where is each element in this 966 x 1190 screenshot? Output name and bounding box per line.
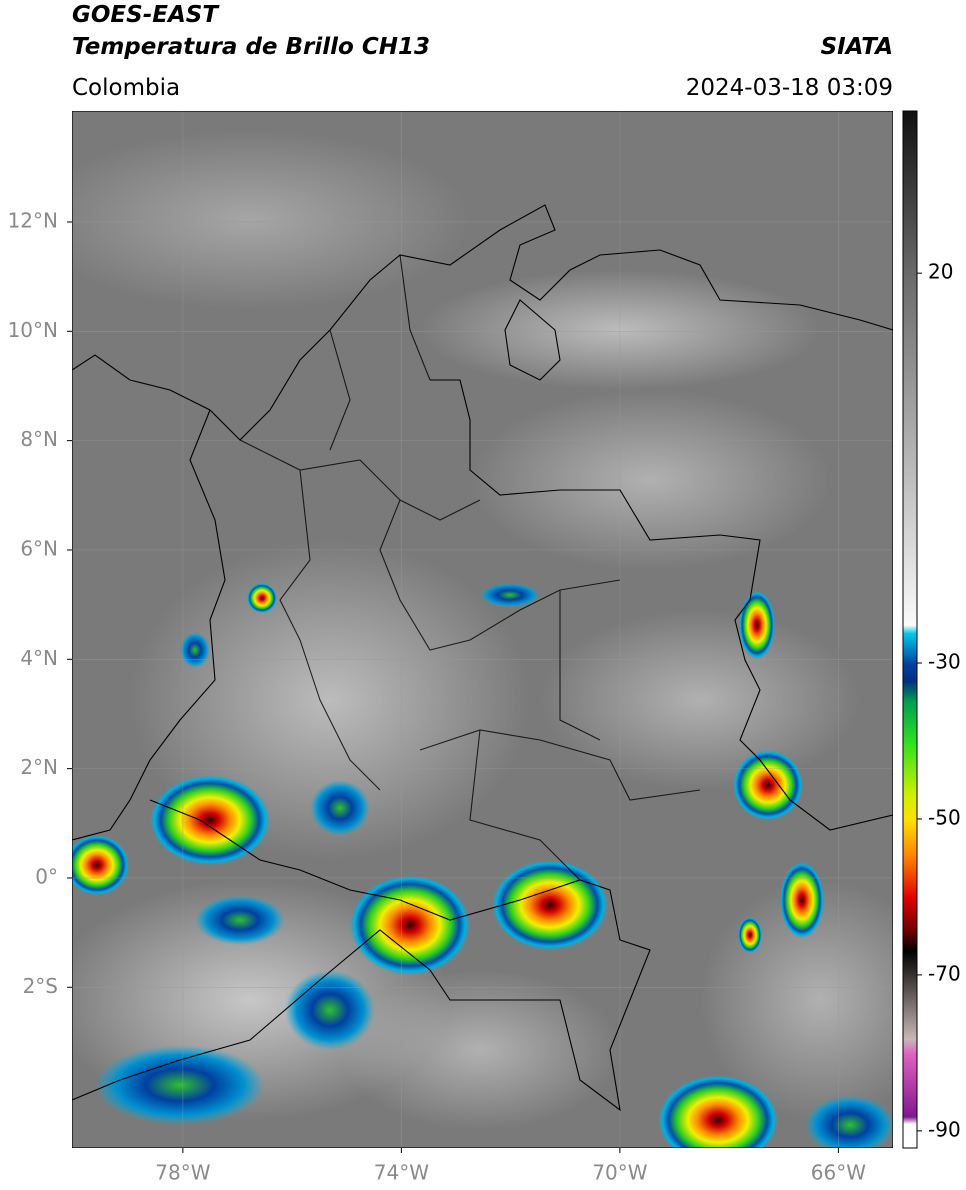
colorbar-tick-label: -90 — [928, 1117, 961, 1141]
lat-tick-label: 4°N — [20, 646, 58, 670]
convective-cell — [658, 1075, 778, 1148]
datetime-label: 2024-03-18 03:09 — [686, 75, 893, 101]
satellite-image — [72, 111, 893, 1148]
convective-cell — [739, 591, 775, 659]
convective-cell — [805, 1095, 893, 1148]
convective-cell — [285, 970, 375, 1050]
country-border — [430, 379, 893, 831]
convective-cell — [150, 775, 270, 865]
cloud-field — [540, 610, 860, 790]
convective-cell — [350, 875, 470, 975]
convective-cell — [95, 1045, 265, 1125]
lat-tick-label: 10°N — [8, 318, 58, 342]
lat-tick-label: 8°N — [20, 427, 58, 451]
lon-tick-label: 78°W — [155, 1161, 210, 1185]
graticule — [72, 111, 893, 1148]
colorbar-tick-label: -70 — [928, 961, 961, 985]
convective-cell — [247, 583, 277, 613]
cloud-field — [340, 970, 620, 1130]
convective-cell — [733, 750, 803, 820]
lat-tick-label: 12°N — [8, 208, 58, 232]
satellite-title: GOES-EAST — [72, 2, 220, 28]
dept-border — [239, 254, 701, 881]
source-label: SIATA — [821, 34, 893, 60]
lon-tick-label: 70°W — [592, 1161, 647, 1185]
product-title: Temperatura de Brillo CH13 — [72, 34, 430, 60]
lat-tick-label: 2°N — [20, 755, 58, 779]
region-label: Colombia — [72, 75, 180, 101]
convective-cell — [738, 917, 762, 953]
convective-cell — [780, 862, 824, 938]
country-border — [72, 799, 651, 1112]
lat-tick-label: 6°N — [20, 536, 58, 560]
convective-cell — [480, 583, 540, 607]
lon-tick-label: 74°W — [374, 1161, 429, 1185]
colorbar — [902, 110, 918, 1149]
coastline — [72, 204, 893, 441]
coastline — [72, 409, 226, 841]
convective-cell — [180, 632, 210, 668]
lat-tick-label: 2°S — [23, 974, 58, 998]
convective-cell — [310, 780, 370, 836]
lon-tick-label: 66°W — [811, 1161, 866, 1185]
cloud-field — [72, 130, 470, 310]
convective-cell — [492, 860, 608, 950]
colorbar-tick-label: -30 — [928, 650, 961, 674]
cloud-field — [470, 390, 830, 570]
convective-cell — [72, 835, 129, 895]
convective-cell — [195, 895, 285, 945]
lat-tick-label: 0° — [35, 864, 58, 888]
colorbar-tick-label: -50 — [928, 805, 961, 829]
coastline — [504, 299, 561, 381]
colorbar-tick-label: 20 — [928, 260, 953, 284]
